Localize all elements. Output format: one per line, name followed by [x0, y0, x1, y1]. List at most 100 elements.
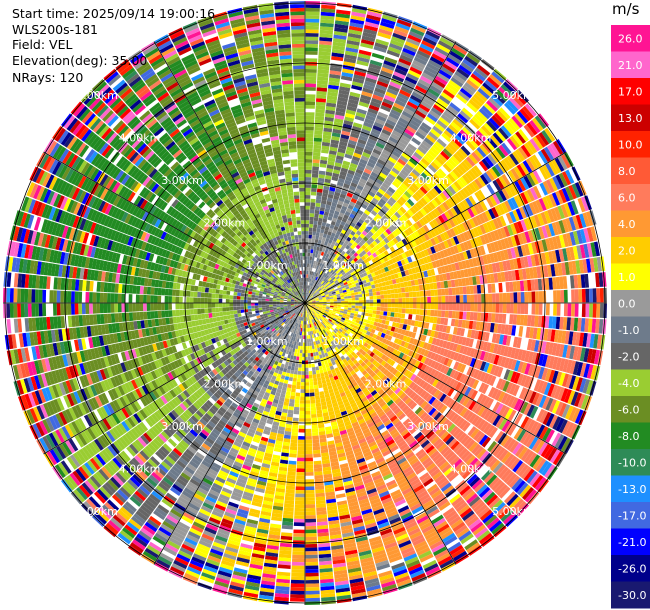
velocity-gate: [352, 122, 363, 129]
velocity-gate: [290, 583, 305, 588]
velocity-gate: [342, 123, 353, 129]
velocity-gate: [365, 306, 370, 310]
velocity-gate: [335, 16, 350, 22]
velocity-gate: [326, 200, 332, 206]
velocity-gate: [305, 540, 318, 545]
velocity-gate: [351, 295, 356, 298]
velocity-gate: [302, 342, 305, 347]
velocity-gate: [305, 432, 312, 437]
velocity-gate: [345, 47, 359, 53]
velocity-gate: [448, 303, 453, 311]
velocity-gate: [531, 291, 536, 303]
velocity-gate: [305, 569, 319, 573]
velocity-gate: [305, 292, 307, 296]
velocity-gate: [310, 356, 314, 361]
velocity-gate: [340, 298, 345, 301]
velocity-gate: [313, 152, 321, 157]
velocity-gate: [401, 313, 406, 319]
velocity-gate: [383, 307, 388, 312]
velocity-gate: [332, 198, 339, 204]
velocity-gate: [328, 81, 340, 86]
velocity-gate: [334, 114, 345, 120]
velocity-gate: [312, 227, 317, 232]
velocity-gate: [398, 303, 403, 308]
velocity-gate: [305, 446, 313, 451]
velocity-gate: [307, 292, 310, 297]
velocity-gate: [459, 286, 464, 295]
velocity-gate: [295, 490, 305, 494]
velocity-gate: [348, 303, 352, 306]
velocity-gate: [311, 345, 315, 350]
velocity-gate: [423, 303, 428, 310]
velocity-gate: [315, 250, 319, 255]
velocity-gate: [309, 282, 312, 286]
velocity-gate: [333, 195, 340, 201]
velocity-gate: [337, 304, 341, 307]
velocity-gate: [300, 346, 303, 350]
velocity-gate: [426, 309, 431, 316]
velocity-gate: [290, 587, 305, 591]
velocity-gate: [329, 186, 336, 192]
velocity-gate: [312, 442, 320, 447]
velocity-gate: [340, 75, 353, 82]
velocity-gate: [309, 392, 315, 397]
velocity-gate: [513, 292, 518, 303]
velocity-gate: [286, 474, 296, 480]
velocity-gate: [306, 288, 308, 293]
velocity-gate: [363, 84, 375, 91]
velocity-gate: [338, 93, 349, 99]
velocity-gate: [344, 303, 349, 306]
velocity-gate: [306, 281, 308, 286]
velocity-gate: [372, 310, 377, 315]
velocity-gate: [311, 275, 314, 279]
velocity-gate: [291, 431, 298, 436]
velocity-gate: [354, 115, 365, 122]
velocity-gate: [305, 187, 311, 192]
velocity-gate: [317, 76, 329, 81]
velocity-gate: [397, 288, 402, 293]
velocity-gate: [358, 303, 363, 306]
velocity-gate: [307, 289, 310, 293]
velocity-gate: [313, 148, 321, 153]
velocity-gate: [463, 303, 467, 312]
velocity-gate: [524, 291, 529, 303]
velocity-gate: [305, 259, 308, 264]
velocity-gate: [437, 310, 442, 317]
velocity-gate: [292, 421, 299, 426]
velocity-gate: [470, 303, 475, 312]
velocity-gate: [374, 42, 388, 50]
velocity-gate: [348, 98, 359, 105]
velocity-gate: [409, 297, 413, 303]
velocity-gate: [420, 303, 424, 309]
velocity-gate: [305, 231, 309, 235]
velocity-gate: [302, 346, 305, 350]
velocity-gate: [305, 7, 320, 12]
velocity-gate: [296, 461, 305, 465]
velocity-gate: [305, 443, 313, 447]
velocity-gate: [371, 52, 385, 60]
velocity-gate: [391, 303, 395, 308]
velocity-gate: [323, 131, 332, 136]
velocity-gate: [420, 297, 424, 303]
velocity-gate: [380, 299, 385, 303]
velocity-gate: [357, 138, 367, 145]
velocity-gate: [319, 33, 333, 38]
velocity-gate: [290, 579, 305, 584]
velocity-gate: [305, 252, 308, 257]
velocity-gate: [375, 38, 389, 46]
velocity-gate: [355, 305, 359, 309]
velocity-gate: [331, 48, 345, 54]
velocity-gate: [300, 392, 305, 397]
velocity-gate: [305, 583, 320, 588]
velocity-gate: [334, 191, 341, 197]
velocity-gate: [383, 294, 388, 299]
velocity-gate: [376, 306, 381, 311]
velocity-gate: [390, 289, 395, 294]
velocity-gate: [305, 554, 318, 559]
velocity-gate: [498, 282, 503, 293]
velocity-gate: [358, 294, 363, 298]
velocity-gate: [331, 176, 339, 182]
velocity-gate: [315, 206, 320, 211]
velocity-gate: [294, 515, 305, 519]
velocity-gate: [305, 79, 317, 84]
